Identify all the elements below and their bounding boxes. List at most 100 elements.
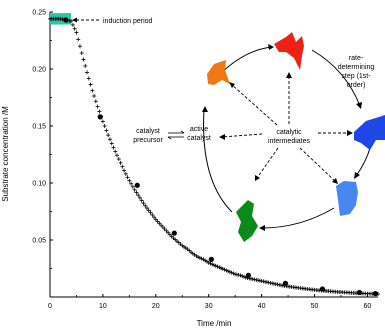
- data-point-plus: [213, 263, 218, 268]
- data-point-plus: [224, 268, 229, 273]
- y-tick-label: 0.20: [32, 67, 46, 74]
- data-point-plus: [129, 181, 134, 186]
- data-point-circle: [208, 256, 214, 262]
- data-point-plus: [212, 263, 216, 268]
- cycle-arc: [355, 147, 371, 177]
- x-tick-label: 0: [48, 303, 52, 310]
- data-point-plus: [162, 226, 167, 231]
- cycle-arrowhead: [268, 44, 274, 50]
- data-point-plus: [199, 256, 204, 261]
- data-series: [48, 16, 380, 297]
- data-point-plus: [152, 215, 157, 220]
- data-point-plus: [109, 141, 114, 146]
- data-point-plus: [100, 119, 105, 124]
- data-point-plus: [86, 76, 91, 81]
- cycle-arrowhead: [202, 106, 208, 112]
- data-point-plus: [241, 274, 246, 279]
- pointer-light-blue: [299, 147, 337, 183]
- data-point-plus: [159, 223, 164, 228]
- rate-step-label-1: rate-: [349, 55, 364, 62]
- cycle-arc: [203, 109, 233, 213]
- data-point-plus: [231, 271, 236, 276]
- data-point-plus: [115, 153, 120, 158]
- data-point-plus: [144, 206, 149, 211]
- pointer-green: [256, 147, 279, 179]
- data-point-plus: [93, 99, 98, 104]
- x-tick-label: 40: [258, 303, 266, 310]
- rate-step-label-4: order): [347, 82, 366, 89]
- y-tick-label: 0.25: [32, 10, 46, 17]
- intermediate-green: [236, 200, 258, 242]
- data-point-plus: [219, 266, 224, 271]
- data-point-plus: [118, 160, 123, 165]
- data-point-plus: [123, 171, 128, 176]
- data-point-plus: [155, 219, 160, 224]
- data-point-plus: [106, 133, 111, 138]
- data-point-plus: [92, 93, 97, 98]
- data-point-circle: [63, 17, 69, 23]
- intermediates-label-1: catalytic: [276, 129, 302, 136]
- y-axis-ticks: 0.05 0.10 0.15 0.20 0.25: [32, 10, 53, 269]
- data-point-plus: [74, 30, 79, 35]
- data-point-plus: [83, 63, 88, 68]
- data-point-plus: [72, 26, 77, 31]
- x-axis-label: Time /min: [197, 319, 232, 328]
- y-tick-label: 0.15: [32, 124, 46, 131]
- rate-step-label-3: step (1st-: [341, 73, 371, 80]
- equilibrium-barb: [167, 136, 172, 140]
- rate-step-label-2: determining: [338, 64, 375, 71]
- data-point-plus: [226, 269, 231, 274]
- induction-arrowhead: [72, 17, 77, 23]
- induction-label: induction period: [103, 18, 153, 25]
- data-point-circle: [97, 114, 103, 120]
- data-point-circle: [356, 289, 363, 296]
- data-point-circle: [171, 230, 177, 236]
- data-point-plus: [220, 266, 225, 271]
- pointer-arrowhead: [255, 175, 260, 181]
- intermediate-light-blue: [336, 181, 358, 216]
- cycle-arrowhead: [259, 225, 265, 231]
- cycle-arc: [311, 49, 361, 107]
- data-point-plus: [167, 232, 172, 237]
- data-point-plus: [79, 51, 84, 56]
- x-tick-label: 50: [311, 303, 319, 310]
- x-tick-label: 10: [99, 303, 107, 310]
- data-point-plus: [125, 175, 130, 180]
- data-point-plus: [136, 193, 141, 198]
- pointer-arrowhead: [332, 178, 338, 184]
- data-point-plus: [137, 195, 142, 200]
- data-point-plus: [88, 82, 93, 87]
- data-point-plus: [197, 255, 202, 260]
- y-axis-label: Substrate concentration /M: [1, 106, 10, 202]
- equilibrium-barb: [180, 130, 185, 134]
- x-tick-label: 60: [364, 303, 372, 310]
- catalytic-cycle: catalyst precursor active catalyst catal…: [133, 32, 385, 242]
- cycle-arc: [261, 207, 335, 229]
- cycle-arrowhead: [354, 172, 360, 179]
- y-tick-label: 0.10: [32, 181, 46, 188]
- data-point-plus: [69, 19, 74, 24]
- data-point-plus: [143, 203, 148, 208]
- data-point-plus: [107, 137, 112, 142]
- data-point-plus: [215, 264, 220, 269]
- active-catalyst-label-2: catalyst: [187, 135, 211, 142]
- catalyst-precursor-label-1: catalyst: [136, 128, 160, 135]
- data-point-plus: [90, 88, 95, 93]
- data-point-plus: [85, 70, 90, 75]
- active-catalyst-label-1: active: [190, 126, 208, 133]
- data-point-circle: [319, 286, 326, 292]
- data-point-plus: [116, 157, 121, 162]
- pointer-arrowhead: [229, 82, 235, 88]
- data-point-plus: [160, 225, 165, 230]
- cycle-arrowhead: [356, 102, 362, 109]
- data-point-plus: [229, 270, 234, 275]
- data-point-plus: [148, 210, 153, 215]
- data-point-plus: [122, 168, 127, 173]
- data-point-plus: [111, 145, 116, 150]
- data-point-plus: [76, 37, 81, 42]
- data-point-plus: [81, 57, 86, 62]
- data-point-plus: [132, 187, 137, 192]
- data-point-plus: [104, 128, 109, 133]
- data-point-plus: [150, 212, 155, 217]
